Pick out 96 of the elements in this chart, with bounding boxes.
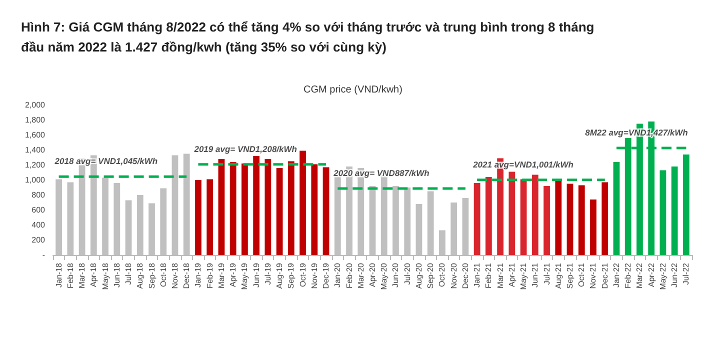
x-tick-label: Sep-20 — [426, 262, 436, 289]
bar — [544, 186, 550, 255]
x-tick-label: Jun-22 — [670, 262, 680, 288]
x-tick-label: Sep-19 — [286, 262, 296, 289]
y-tick-label: 400 — [32, 220, 46, 230]
bar — [578, 185, 585, 255]
x-tick-label: Feb-19 — [205, 262, 214, 288]
x-tick-label: Jul-22 — [682, 262, 691, 285]
y-tick-label: 2,000 — [24, 100, 46, 110]
x-tick-label: Dec-20 — [460, 262, 470, 289]
bar — [532, 174, 538, 255]
bar — [520, 179, 527, 255]
bar — [555, 180, 562, 255]
x-tick-label: May-20 — [380, 262, 389, 290]
x-tick-label: Aug-20 — [414, 262, 424, 289]
bar — [288, 161, 294, 255]
x-tick-label: Feb-20 — [344, 262, 354, 288]
x-tick-label: Oct-20 — [438, 262, 447, 288]
x-tick-label: Feb-18 — [66, 262, 75, 288]
y-tick-label: 1,000 — [24, 176, 46, 184]
x-tick-label: Nov-19 — [310, 262, 319, 289]
y-tick-label: 1,400 — [24, 146, 46, 154]
bar — [230, 162, 236, 255]
bar — [195, 180, 202, 255]
bar — [206, 179, 214, 255]
x-tick-label: Apr-22 — [646, 262, 656, 288]
x-tick-label: Apr-19 — [228, 262, 238, 288]
x-tick-label: Mar-21 — [496, 262, 505, 288]
x-tick-label: Dec-18 — [182, 262, 192, 289]
y-tick-label: - — [42, 250, 46, 260]
x-tick-label: Jan-22 — [612, 262, 621, 288]
bar — [508, 172, 516, 255]
y-tick-label: 1,200 — [24, 160, 46, 170]
x-tick-label: Sep-18 — [147, 262, 156, 289]
x-tick-label: Jun-18 — [112, 262, 122, 288]
bar — [300, 150, 306, 255]
x-tick-label: Aug-19 — [275, 262, 284, 289]
x-tick-label: Oct-21 — [577, 262, 586, 288]
bar — [485, 177, 492, 255]
x-tick-label: Jun-19 — [252, 262, 261, 288]
x-tick-label: May-19 — [240, 262, 250, 290]
bar — [660, 170, 666, 255]
x-tick-label: Jan-19 — [194, 262, 203, 288]
bar — [322, 167, 330, 255]
x-tick-label: Sep-21 — [566, 262, 575, 289]
x-tick-label: Jun-21 — [530, 262, 540, 288]
x-tick-label: Aug-18 — [136, 262, 145, 289]
bar — [242, 164, 248, 255]
x-tick-label: Apr-18 — [89, 262, 98, 288]
y-tick-label: 600 — [32, 206, 46, 214]
x-tick-label: May-22 — [658, 262, 668, 290]
bar — [276, 168, 283, 255]
x-tick-label: Jul-18 — [124, 262, 134, 285]
bar — [682, 154, 690, 255]
y-tick-label: 1,800 — [24, 116, 46, 124]
x-tick-label: Apr-21 — [507, 262, 516, 288]
bar — [264, 159, 272, 255]
bar — [474, 183, 480, 255]
x-tick-label: Jan-21 — [472, 262, 482, 288]
x-tick-label: Oct-18 — [158, 262, 168, 288]
bar — [602, 182, 608, 255]
x-tick-label: Mar-22 — [635, 262, 644, 288]
x-tick-label: Aug-21 — [554, 262, 563, 289]
x-tick-label: Jan-18 — [54, 262, 64, 288]
annotation: 2019 avg= VND1,208/kWh — [193, 144, 297, 154]
bar — [218, 159, 225, 255]
x-tick-label: Nov-20 — [449, 262, 458, 289]
x-tick-label: Mar-20 — [356, 262, 366, 288]
bar — [613, 162, 620, 255]
y-tick-label: 800 — [32, 190, 46, 200]
bar — [590, 200, 596, 255]
chart-title: Hình 7: Giá CGM tháng 8/2022 có thể tăng 4% so với tháng trước và trung bình trong 8 tháng đầu năm 2022 là 1.427 đồng/kwh (tăng 35% so với cùng kỳ) — [21, 20, 598, 54]
x-tick-label: Apr-20 — [368, 262, 377, 288]
y-tick-label: 1,600 — [24, 130, 46, 140]
x-tick-label: Feb-22 — [624, 262, 633, 288]
x-tick-label: Nov-21 — [588, 262, 598, 289]
x-tick-label: Dec-21 — [600, 262, 610, 289]
x-tick-label: Jan-20 — [333, 262, 342, 288]
x-tick-label: Oct-19 — [298, 262, 308, 288]
x-tick-label: Jul-20 — [402, 262, 412, 285]
x-tick-label: Mar-19 — [216, 262, 226, 288]
bar — [566, 184, 574, 255]
x-tick-label: May-18 — [100, 262, 110, 290]
x-tick-label: May-21 — [519, 262, 528, 290]
bar — [311, 164, 318, 255]
x-tick-label: Nov-18 — [170, 262, 180, 289]
x-tick-label: Jun-20 — [391, 262, 400, 288]
x-tick-label: Jul-19 — [263, 262, 272, 285]
x-tick-label: Jul-21 — [542, 262, 552, 285]
x-tick-label: Mar-18 — [78, 262, 87, 288]
bar — [671, 166, 678, 255]
x-tick-label: Dec-19 — [322, 262, 331, 289]
y-tick-label: 200 — [32, 236, 46, 244]
chart-subtitle: CGM price (VND/kwh) — [304, 84, 402, 96]
bar — [253, 156, 260, 255]
x-tick-label: Feb-21 — [484, 262, 494, 288]
